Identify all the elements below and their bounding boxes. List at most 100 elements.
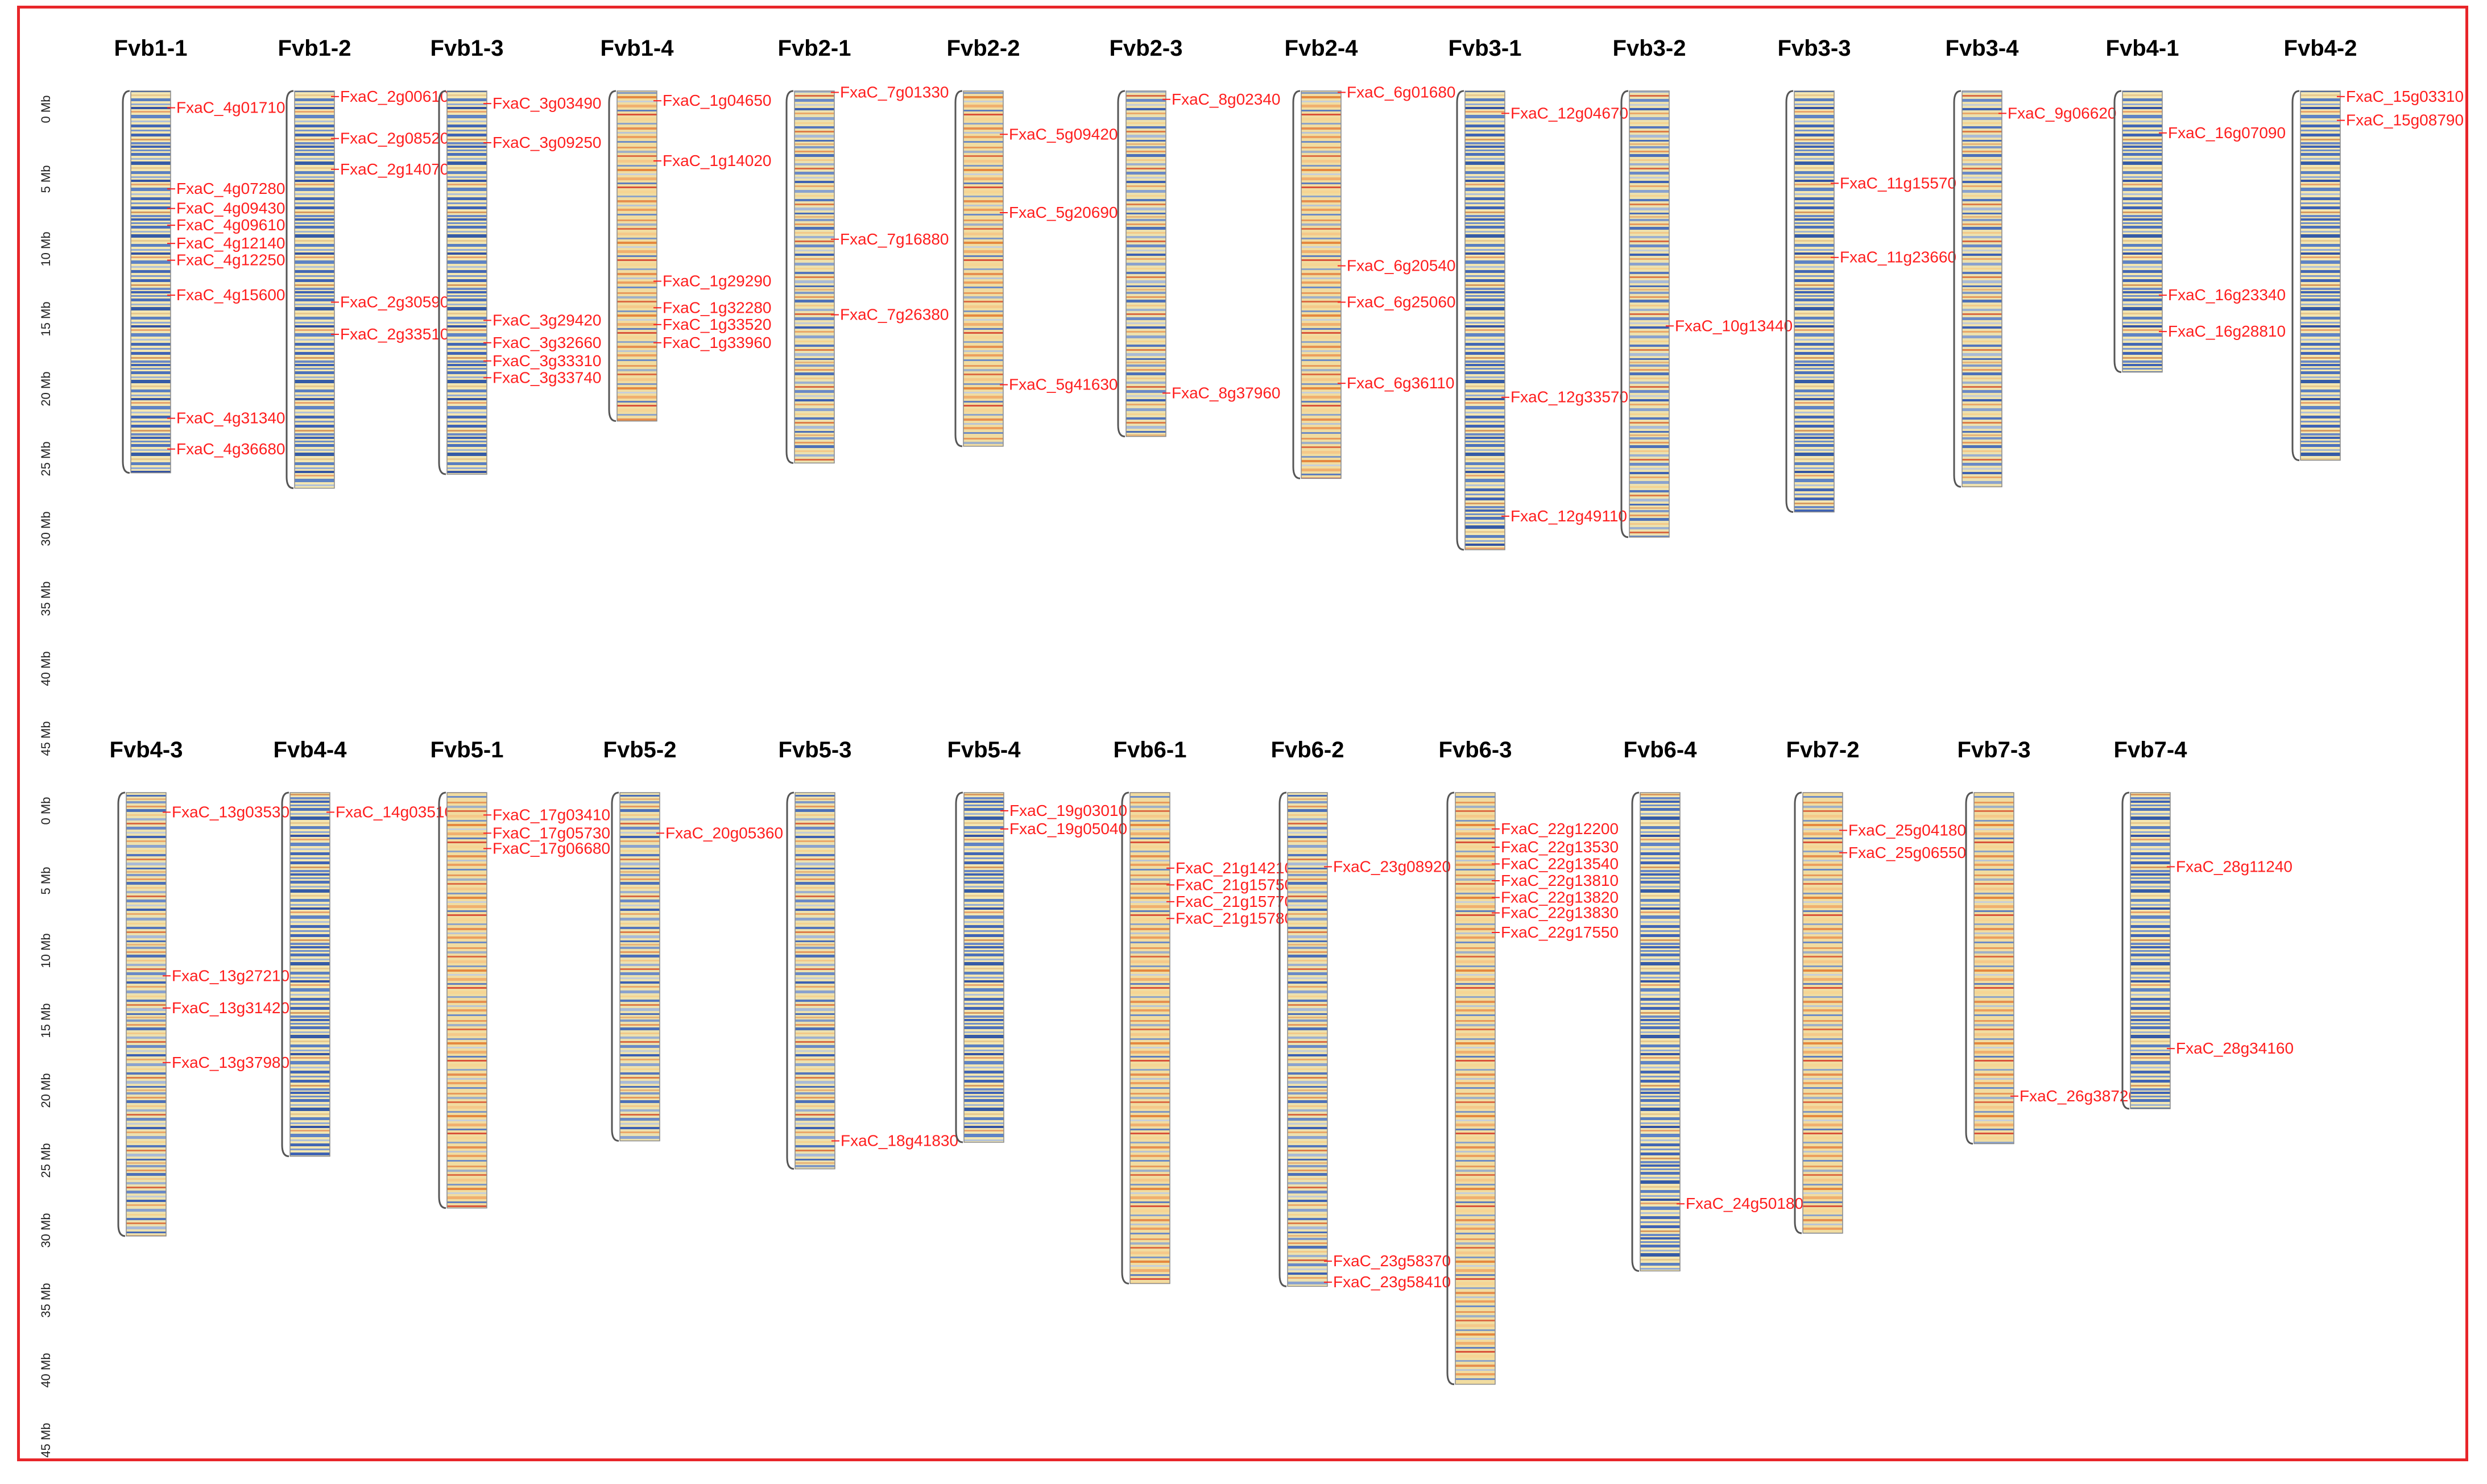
chromosome-body xyxy=(2122,90,2163,373)
chromosome-body xyxy=(446,792,487,1209)
axis-tick-label: 35 Mb xyxy=(39,1283,53,1317)
chromosome-bracket xyxy=(1794,791,1802,1234)
axis-tick-label: 25 Mb xyxy=(39,1143,53,1178)
gene-label: FxaC_22g13530 xyxy=(1501,838,1619,856)
chromosome-Fvb6-1: Fvb6-1FxaC_21g14210FxaC_21g15750FxaC_21g… xyxy=(1114,737,1293,1284)
axis-tick-label: 40 Mb xyxy=(39,651,53,686)
gene-label: FxaC_23g58370 xyxy=(1333,1252,1451,1270)
chromosome-bracket xyxy=(438,90,446,475)
chromosome-title: Fvb5-2 xyxy=(603,737,677,762)
gene-label: FxaC_1g33520 xyxy=(663,316,771,333)
chromosome-body xyxy=(1962,90,2002,487)
chromosome-bracket xyxy=(608,90,616,422)
chromosome-body xyxy=(1287,792,1328,1287)
chromosome-body xyxy=(1464,90,1505,550)
axis-tick-label: 45 Mb xyxy=(39,1423,53,1457)
gene-label: FxaC_1g33960 xyxy=(663,334,771,351)
gene-label: FxaC_26g38720 xyxy=(2020,1087,2137,1105)
chromosome-Fvb5-1: Fvb5-1 FxaC_17g03410FxaC_17g05730FxaC_17g… xyxy=(431,737,610,1209)
gene-label: FxaC_2g00610 xyxy=(340,88,449,105)
chromosome-bracket xyxy=(954,90,963,447)
gene-label: FxaC_3g33310 xyxy=(493,352,601,370)
gene-label: FxaC_1g32280 xyxy=(663,299,771,316)
chromosome-body xyxy=(1125,90,1166,437)
gene-label: FxaC_12g49110 xyxy=(1511,507,1627,525)
gene-label: FxaC_1g29290 xyxy=(663,272,771,290)
chromosome-title: Fvb1-1 xyxy=(114,36,188,61)
chromosome-body xyxy=(126,792,167,1237)
chromosome-body xyxy=(1802,792,1843,1234)
gene-label: FxaC_13g03530 xyxy=(172,803,289,820)
axis-tick-label: 45 Mb xyxy=(39,721,53,756)
chromosome-body xyxy=(1129,792,1170,1284)
axis-tick-label: 20 Mb xyxy=(39,371,53,406)
chromosome-Fvb1-4: Fvb1-4 FxaC_1g04650 FxaC_1g14020 FxaC_1g292… xyxy=(601,36,771,422)
axis-tick-label: 15 Mb xyxy=(39,1003,53,1038)
gene-label: FxaC_17g06680 xyxy=(493,839,610,857)
gene-label: FxaC_15g03310 xyxy=(2346,88,2464,105)
gene-label: FxaC_12g04670 xyxy=(1511,104,1628,122)
chromosome-bracket xyxy=(281,791,289,1158)
axes-layer: 0 Mb 5 Mb 10 Mb 15 Mb 20 Mb 25 Mb 30 Mb 35 Mb 40… xyxy=(39,96,53,1458)
gene-label: FxaC_3g33740 xyxy=(493,368,601,386)
chromosome-Fvb5-2: Fvb5-2 FxaC_20g05360 xyxy=(603,737,783,1142)
gene-label: FxaC_1g14020 xyxy=(663,152,771,169)
chromosome-Fvb2-1: Fvb2-1 FxaC_7g01330 FxaC_7g16880 FxaC_7g263… xyxy=(778,36,949,464)
chromosome-bracket xyxy=(1117,90,1125,438)
gene-label: FxaC_18g41830 xyxy=(841,1132,958,1150)
axis-tick-label: 40 Mb xyxy=(39,1353,53,1387)
chromosome-bracket xyxy=(611,791,619,1142)
chromosome-bracket xyxy=(122,90,130,474)
chromosome-bracket xyxy=(285,90,294,490)
chromosome-Fvb1-1: Fvb1-1 FxaC_4g01710 FxaC_4g07280 FxaC_4g094… xyxy=(114,36,285,474)
axis-tick-label: 0 Mb xyxy=(39,797,53,825)
chromosome-Fvb4-4: Fvb4-4 FxaC_14g03510 xyxy=(274,737,453,1158)
gene-label: FxaC_13g27210 xyxy=(172,967,289,984)
gene-label: FxaC_22g13540 xyxy=(1501,855,1619,872)
chromosome-body xyxy=(794,90,835,464)
chromosome-bracket xyxy=(1631,791,1640,1272)
gene-label: FxaC_4g01710 xyxy=(176,99,285,117)
chromosome-bracket xyxy=(1965,791,1973,1145)
axis-tick-label: 15 Mb xyxy=(39,301,53,336)
chromosome-Fvb3-2: Fvb3-2 FxaC_10g13440 xyxy=(1613,36,1793,538)
gene-label: FxaC_25g04180 xyxy=(1848,821,1966,839)
gene-label: FxaC_11g23660 xyxy=(1840,248,1956,266)
chromosome-Fvb5-3: Fvb5-3 FxaC_18g41830 xyxy=(779,737,958,1170)
chromosome-title: Fvb1-4 xyxy=(601,36,674,61)
axis-tick-label: 10 Mb xyxy=(39,231,53,266)
chromosome-title: Fvb6-1 xyxy=(1114,737,1187,762)
chromosome-title: Fvb5-3 xyxy=(779,737,852,762)
gene-label: FxaC_12g33570 xyxy=(1511,388,1628,406)
gene-label: FxaC_22g13810 xyxy=(1501,872,1619,889)
gene-label: FxaC_19g03010 xyxy=(1009,802,1127,819)
chromosome-body xyxy=(2130,792,2171,1109)
chromosome-title: Fvb3-4 xyxy=(1946,36,2020,61)
gene-label: FxaC_2g14070 xyxy=(340,160,449,178)
chromosome-title: Fvb5-1 xyxy=(431,737,504,762)
chromosome-title: Fvb3-3 xyxy=(1778,36,1851,61)
chromosome-body xyxy=(1455,792,1496,1385)
gene-label: FxaC_4g12250 xyxy=(176,251,285,269)
gene-label: FxaC_3g29420 xyxy=(493,311,601,329)
chromosome-title: Fvb2-1 xyxy=(778,36,851,61)
chromosome-body xyxy=(130,90,171,474)
chromosome-title: Fvb2-2 xyxy=(947,36,1020,61)
axis-tick-label: 30 Mb xyxy=(39,1213,53,1247)
chromosome-title: Fvb5-4 xyxy=(947,737,1021,762)
axis-tick-label: 25 Mb xyxy=(39,441,53,476)
chromosome-body xyxy=(2300,90,2341,461)
gene-label: FxaC_4g36680 xyxy=(176,440,285,458)
chromosome-bracket xyxy=(955,791,963,1143)
gene-label: FxaC_23g58410 xyxy=(1333,1273,1451,1291)
gene-label: FxaC_16g28810 xyxy=(2168,322,2286,340)
chromosome-bracket xyxy=(786,791,794,1170)
gene-label: FxaC_3g32660 xyxy=(493,334,601,351)
gene-label: FxaC_17g05730 xyxy=(493,824,610,842)
figure-frame xyxy=(17,6,2468,1461)
chromosome-body xyxy=(794,792,835,1170)
chromosome-Fvb6-2: Fvb6-2 FxaC_23g08920 FxaC_23g58370 FxaC_23g… xyxy=(1271,737,1451,1291)
chromosome-Fvb7-4: Fvb7-4 FxaC_28g11240 FxaC_28g34160 xyxy=(2114,737,2294,1110)
